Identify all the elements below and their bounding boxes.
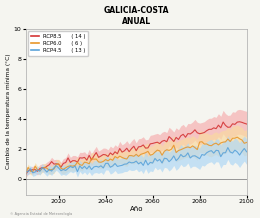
X-axis label: Año: Año	[129, 206, 143, 213]
Text: © Agencia Estatal de Meteorología: © Agencia Estatal de Meteorología	[10, 212, 73, 216]
Legend: RCP8.5      ( 14 ), RCP6.0      ( 6 ), RCP4.5      ( 13 ): RCP8.5 ( 14 ), RCP6.0 ( 6 ), RCP4.5 ( 13…	[28, 31, 88, 56]
Title: GALICIA-COSTA
ANUAL: GALICIA-COSTA ANUAL	[103, 5, 169, 26]
Y-axis label: Cambio de la temperatura mínima (°C): Cambio de la temperatura mínima (°C)	[5, 54, 11, 169]
